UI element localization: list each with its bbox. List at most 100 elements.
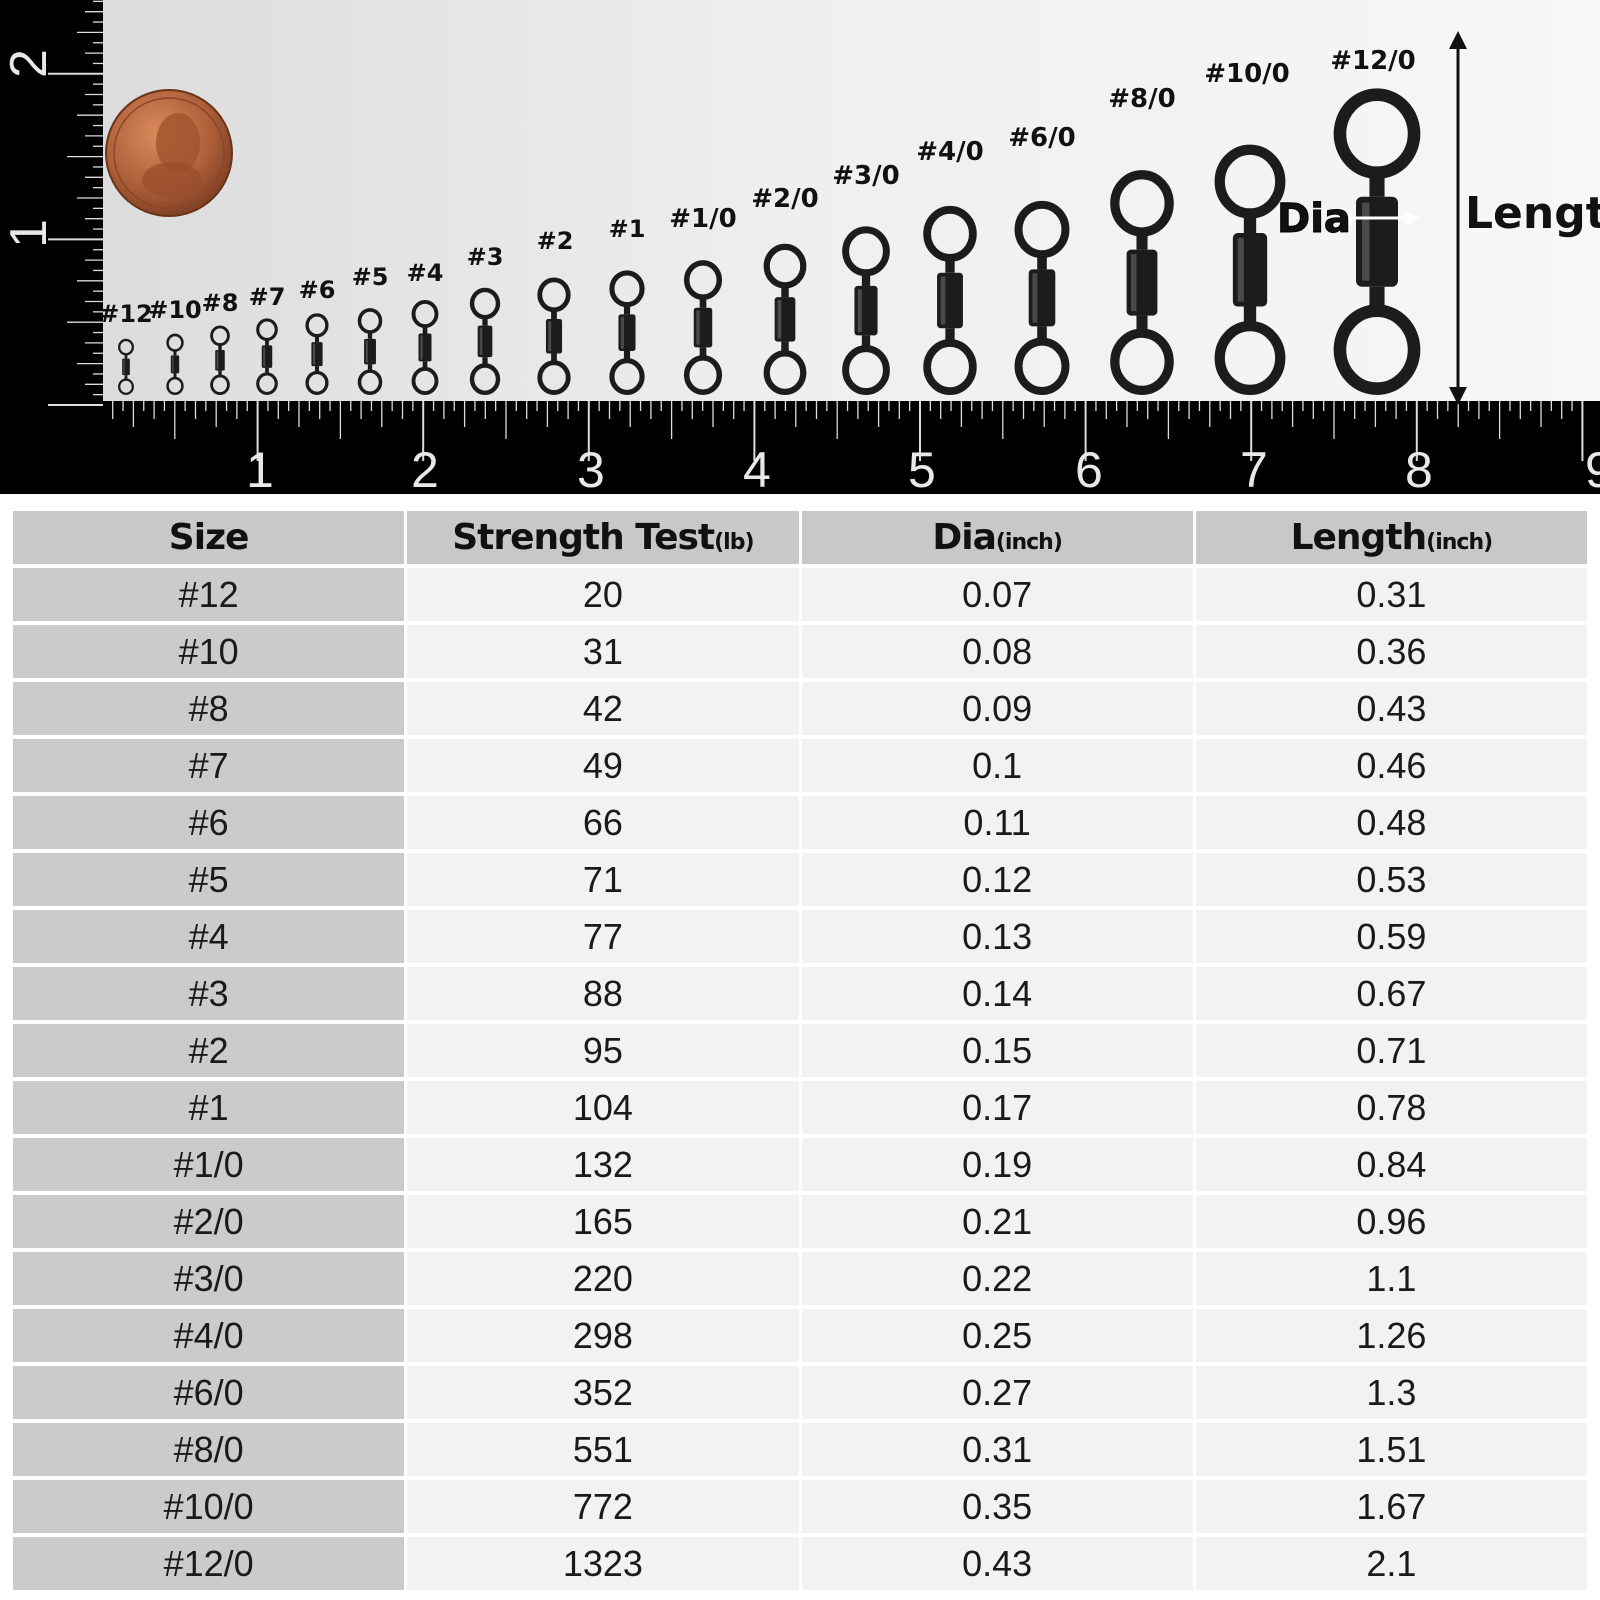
swivel-icon	[357, 308, 383, 396]
strength-cell: 165	[407, 1195, 799, 1248]
swivels	[118, 88, 1421, 396]
size-cell: #8/0	[13, 1423, 405, 1476]
swivel-label: #2/0	[751, 184, 818, 214]
swivel-icon	[842, 226, 890, 395]
dia-cell: 0.35	[801, 1480, 1193, 1533]
swivel-icon	[166, 333, 184, 396]
length-cell: 0.71	[1195, 1024, 1587, 1077]
dia-cell: 0.17	[801, 1081, 1193, 1134]
dia-cell: 0.27	[801, 1366, 1193, 1419]
dia-cell: 0.25	[801, 1309, 1193, 1362]
header-size-label: Size	[168, 517, 250, 558]
length-cell: 0.46	[1195, 739, 1587, 792]
swivel-icon	[1014, 200, 1070, 395]
length-cell: 1.3	[1195, 1366, 1587, 1419]
swivel-icon	[683, 260, 723, 395]
swivel-label: #12/0	[1330, 46, 1416, 76]
swivel-label: #10/0	[1204, 59, 1290, 89]
ruler-left-number: 1	[0, 219, 58, 248]
header-strength: Strength Test(lb)	[407, 511, 799, 564]
table-row: #3 88 0.14 0.67	[13, 967, 1587, 1020]
swivel-label: #4	[407, 259, 444, 287]
length-cell: 0.36	[1195, 625, 1587, 678]
table-row: #10/0 772 0.35 1.67	[13, 1480, 1587, 1533]
length-cell: 0.84	[1195, 1138, 1587, 1191]
length-cell: 1.51	[1195, 1423, 1587, 1476]
strength-cell: 66	[407, 796, 799, 849]
size-cell: #2/0	[13, 1195, 405, 1248]
dia-cell: 0.13	[801, 910, 1193, 963]
swivel-icon	[469, 287, 501, 395]
header-dia: Dia(inch)	[801, 511, 1193, 564]
ruler-bottom-number: 4	[743, 442, 771, 494]
ruler-bottom-number: 8	[1405, 442, 1433, 494]
dia-label: Dia	[1277, 196, 1351, 242]
length-cell: 0.78	[1195, 1081, 1587, 1134]
ruler-bottom-number: 5	[908, 442, 936, 494]
strength-cell: 49	[407, 739, 799, 792]
strength-cell: 42	[407, 682, 799, 735]
dia-cell: 0.43	[801, 1537, 1193, 1590]
header-dia-unit: (inch)	[995, 530, 1063, 555]
ruler-bottom-number: 3	[577, 442, 605, 494]
table-header-row: Size Strength Test(lb) Dia(inch) Length(…	[13, 511, 1587, 564]
strength-cell: 31	[407, 625, 799, 678]
header-strength-label: Strength Test	[452, 517, 715, 558]
swivel-label: #2	[537, 227, 574, 255]
dia-cell: 0.19	[801, 1138, 1193, 1191]
header-length-unit: (inch)	[1426, 530, 1493, 555]
table-row: #7 49 0.1 0.46	[13, 739, 1587, 792]
dia-cell: 0.11	[801, 796, 1193, 849]
swivel-labels: #12 #10 #8 #7 #6 #5 #4 #3 #2 #1 #1/0 #2/…	[99, 46, 1416, 328]
size-cell: #5	[13, 853, 405, 906]
length-cell: 1.67	[1195, 1480, 1587, 1533]
length-cell: 2.1	[1195, 1537, 1587, 1590]
table-row: #12 20 0.07 0.31	[13, 568, 1587, 621]
size-cell: #7	[13, 739, 405, 792]
table-row: #3/0 220 0.22 1.1	[13, 1252, 1587, 1305]
table-row: #12/0 1323 0.43 2.1	[13, 1537, 1587, 1590]
table-row: #2 95 0.15 0.71	[13, 1024, 1587, 1077]
swivel-label: #7	[249, 283, 286, 311]
dia-cell: 0.07	[801, 568, 1193, 621]
table-row: #1/0 132 0.19 0.84	[13, 1138, 1587, 1191]
strength-cell: 71	[407, 853, 799, 906]
swivel-label: #4/0	[916, 137, 983, 167]
swivel-icon	[305, 313, 329, 396]
size-cell: #1	[13, 1081, 405, 1134]
header-dia-label: Dia	[932, 517, 997, 558]
dia-cell: 0.14	[801, 967, 1193, 1020]
swivel-label: #3	[467, 243, 504, 271]
ruler-bottom-numbers: 1 2 3 4 5 6 7 8 9	[246, 442, 1600, 494]
size-cell: #1/0	[13, 1138, 405, 1191]
strength-cell: 88	[407, 967, 799, 1020]
swivel-icon	[411, 299, 439, 396]
strength-cell: 95	[407, 1024, 799, 1077]
swivel-icon	[210, 325, 230, 395]
length-cell: 0.67	[1195, 967, 1587, 1020]
swivel-label: #8	[202, 289, 239, 317]
ruler-bottom	[103, 401, 1600, 494]
strength-cell: 352	[407, 1366, 799, 1419]
table-row: #8/0 551 0.31 1.51	[13, 1423, 1587, 1476]
size-cell: #10/0	[13, 1480, 405, 1533]
dia-cell: 0.1	[801, 739, 1193, 792]
size-cell: #6/0	[13, 1366, 405, 1419]
size-cell: #12/0	[13, 1537, 405, 1590]
swivel-label: #8/0	[1108, 84, 1175, 114]
dia-cell: 0.09	[801, 682, 1193, 735]
swivel-icon	[256, 318, 278, 395]
strength-cell: 1323	[407, 1537, 799, 1590]
dia-cell: 0.08	[801, 625, 1193, 678]
table-row: #2/0 165 0.21 0.96	[13, 1195, 1587, 1248]
swivel-label: #12	[99, 300, 153, 328]
ruler-bottom-number: 1	[246, 442, 274, 494]
strength-cell: 551	[407, 1423, 799, 1476]
size-cell: #2	[13, 1024, 405, 1077]
swivel-icon	[923, 205, 977, 396]
dia-cell: 0.22	[801, 1252, 1193, 1305]
ruler-bottom-number: 6	[1075, 442, 1103, 494]
length-label: Length	[1465, 188, 1600, 239]
penny-coin	[105, 89, 233, 217]
table-row: #8 42 0.09 0.43	[13, 682, 1587, 735]
